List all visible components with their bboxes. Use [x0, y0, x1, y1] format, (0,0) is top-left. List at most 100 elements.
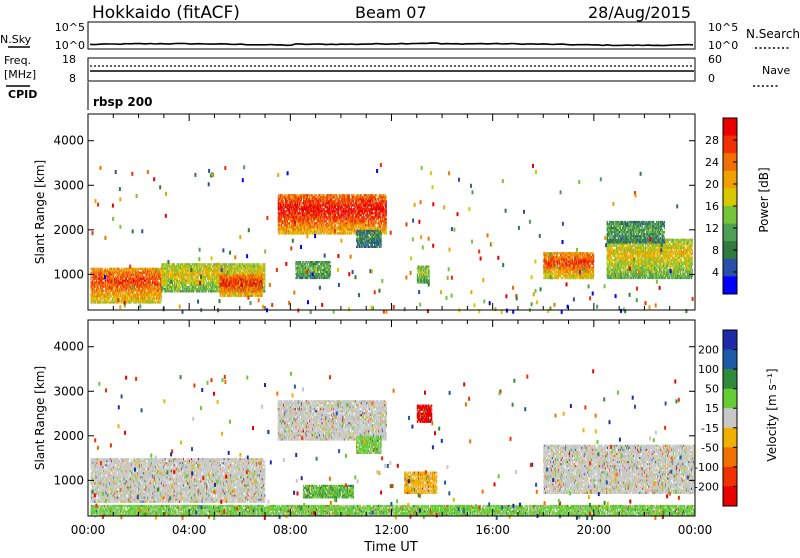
echo-cell: [308, 220, 309, 222]
echo-cell: [230, 272, 231, 274]
echo-cell: [288, 202, 289, 204]
freq-tick-bottom: 8: [69, 72, 76, 85]
echo-cell: [316, 222, 317, 224]
echo-cell: [289, 224, 290, 226]
echo-cell: [228, 289, 229, 291]
nsky-line: [90, 43, 693, 46]
echo-cell: [191, 263, 192, 265]
echo-cell: [155, 286, 156, 288]
station-title: Hokkaido (fitACF): [92, 3, 240, 23]
echo-cell: [258, 263, 259, 265]
echo-cell: [121, 268, 122, 270]
echo-cell: [281, 224, 282, 226]
echo-cell: [262, 293, 263, 295]
echo-cell: [227, 265, 228, 267]
echo-cell: [294, 218, 295, 220]
echo-cell: [285, 204, 286, 206]
echo-cell: [113, 276, 114, 278]
echo-cell: [183, 290, 184, 292]
echo-cell: [116, 274, 117, 276]
echo-cell: [209, 288, 210, 290]
nsearch-label: N.Search: [746, 27, 800, 41]
echo-cell: [115, 284, 116, 286]
echo-cell: [161, 295, 162, 297]
echo-cell: [91, 276, 92, 278]
echo-cell: [181, 286, 182, 288]
echo-cell: [284, 208, 285, 210]
echo-cell: [161, 293, 162, 295]
echo-cell: [282, 206, 283, 208]
echo-cell: [220, 280, 221, 282]
echo-cell: [169, 263, 170, 265]
echo-cell: [113, 286, 114, 288]
echo-cell: [179, 263, 180, 265]
echo-cell: [297, 214, 298, 216]
echo-cell: [216, 263, 217, 265]
echo-cell: [286, 212, 287, 214]
echo-cell: [301, 196, 302, 198]
echo-cell: [314, 212, 315, 214]
echo-cell: [282, 202, 283, 204]
echo-cell: [290, 230, 291, 232]
echo-cell: [229, 278, 230, 280]
echo-cell: [242, 276, 243, 278]
echo-cell: [293, 230, 294, 232]
echo-cell: [284, 204, 285, 206]
echo-cell: [244, 263, 245, 265]
echo-cell: [121, 288, 122, 290]
echo-cell: [107, 284, 108, 286]
echo-cell: [133, 274, 134, 276]
echo-cell: [100, 297, 101, 299]
echo-cell: [251, 283, 252, 285]
echo-cell: [281, 218, 282, 220]
echo-cell: [225, 280, 226, 282]
echo-cell: [257, 276, 258, 278]
echo-cell: [297, 202, 298, 204]
echo-cell: [149, 288, 150, 290]
echo-cell: [150, 276, 151, 278]
echo-cell: [130, 276, 131, 278]
echo-cell: [312, 222, 313, 224]
echo-cell: [288, 206, 289, 208]
echo-cell: [224, 287, 225, 289]
nsearch-tick-bottom: 10^0: [708, 39, 738, 52]
echo-cell: [127, 276, 128, 278]
nsky-panel: N.Sky 10^5 10^0 10^5 10^0 N.Search: [0, 21, 800, 52]
echo-cell: [264, 276, 265, 278]
echo-cell: [231, 272, 232, 274]
echo-cell: [220, 263, 221, 265]
echo-cell: [279, 216, 280, 218]
echo-cell: [195, 278, 196, 280]
echo-cell: [105, 268, 106, 270]
echo-cell: [157, 295, 158, 297]
echo-cell: [241, 274, 242, 276]
echo-cell: [291, 208, 292, 210]
echo-cell: [203, 272, 204, 274]
echo-cell: [152, 284, 153, 286]
echo-cell: [280, 202, 281, 204]
echo-cell: [101, 301, 102, 303]
echo-cell: [310, 206, 311, 208]
cpid-label: CPID: [8, 88, 37, 101]
date-title: 28/Aug/2015: [588, 3, 691, 22]
echo-cell: [261, 274, 262, 276]
echo-cell: [146, 284, 147, 286]
echo-cell: [264, 278, 265, 280]
echo-cell: [105, 293, 106, 295]
echo-cell: [177, 278, 178, 280]
echo-cell: [309, 212, 310, 214]
echo-cell: [314, 220, 315, 222]
echo-cell: [251, 278, 252, 280]
echo-cell: [259, 285, 260, 287]
echo-cell: [311, 218, 312, 220]
echo-cell: [142, 295, 143, 297]
echo-cell: [185, 278, 186, 280]
echo-cell: [278, 194, 279, 196]
echo-cell: [216, 278, 217, 280]
echo-cell: [299, 206, 300, 208]
echo-cell: [186, 290, 187, 292]
echo-cell: [292, 196, 293, 198]
echo-cell: [310, 198, 311, 200]
echo-cell: [95, 278, 96, 280]
echo-cell: [235, 265, 236, 267]
